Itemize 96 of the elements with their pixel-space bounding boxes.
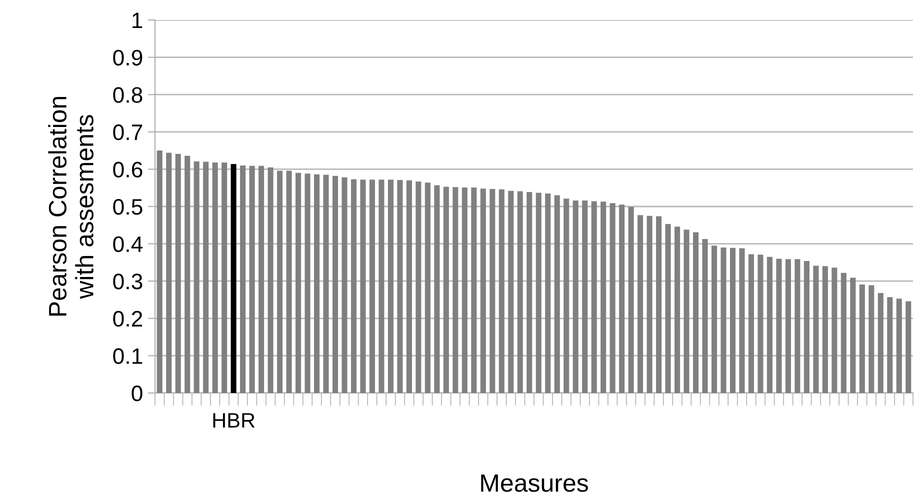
bar — [304, 174, 310, 393]
y-tick-label: 1 — [132, 12, 142, 28]
bar — [296, 172, 302, 393]
bar — [702, 238, 708, 393]
bar — [268, 167, 274, 393]
bar — [517, 191, 523, 393]
y-tick-label: 0.3 — [113, 274, 142, 290]
bar — [887, 297, 893, 393]
bar — [350, 179, 357, 393]
y-tick-label: 0.4 — [113, 236, 143, 252]
bar — [656, 216, 662, 393]
bar — [813, 266, 819, 393]
x-axis-title: Measures — [481, 474, 588, 492]
bar — [397, 180, 403, 393]
bar — [840, 272, 846, 393]
bar — [249, 166, 255, 393]
bar — [591, 201, 597, 393]
bar — [646, 216, 652, 393]
y-tick-label: 0.6 — [113, 162, 142, 178]
bar — [730, 248, 736, 393]
bar — [490, 188, 496, 393]
bar — [832, 268, 838, 393]
bar — [758, 254, 764, 393]
bar — [369, 180, 376, 393]
bar — [906, 301, 912, 393]
bar — [748, 254, 754, 393]
bar — [554, 195, 560, 393]
bar — [194, 161, 200, 393]
bar — [406, 180, 412, 393]
bar — [360, 180, 366, 393]
bar — [572, 200, 578, 393]
bar — [443, 186, 449, 393]
bar — [868, 285, 874, 393]
bar — [776, 258, 782, 393]
bar — [222, 162, 228, 393]
y-tick-label: 0 — [132, 386, 142, 402]
bar — [850, 278, 856, 393]
y-tick-label: 0.8 — [113, 87, 142, 103]
y-tick-label: 0.9 — [113, 50, 142, 66]
bar — [794, 259, 800, 393]
bar — [184, 156, 190, 393]
bar — [628, 206, 634, 393]
bar — [332, 176, 338, 393]
bar — [212, 162, 218, 393]
bar — [498, 189, 504, 393]
bar — [619, 204, 625, 393]
bar — [166, 152, 172, 393]
bar — [277, 170, 283, 393]
bar — [175, 154, 181, 393]
bar — [878, 293, 884, 393]
bar — [462, 187, 468, 393]
bar — [692, 232, 699, 393]
bar — [739, 248, 745, 393]
y-tick-label: 0.5 — [113, 199, 142, 215]
bar — [536, 192, 542, 393]
bar — [230, 164, 236, 393]
bar — [434, 185, 440, 393]
bar — [720, 248, 726, 393]
bar — [156, 150, 162, 393]
bar — [286, 170, 292, 393]
bar — [638, 215, 644, 393]
bar — [822, 266, 828, 393]
bar — [582, 200, 588, 393]
bar — [258, 166, 264, 393]
bar — [674, 226, 680, 393]
bar — [342, 177, 348, 393]
bar — [711, 246, 718, 393]
bar — [378, 180, 384, 393]
bar — [896, 298, 902, 393]
bar — [508, 190, 514, 393]
bar — [471, 187, 477, 393]
bar — [665, 224, 671, 393]
bar — [314, 174, 320, 393]
y-tick-label: 0.7 — [113, 124, 142, 140]
bar — [526, 192, 532, 393]
bar — [203, 162, 209, 393]
bar — [240, 165, 246, 393]
bar — [323, 174, 329, 393]
y-tick-label: 0.1 — [113, 348, 142, 364]
bar — [416, 182, 422, 393]
bar — [610, 203, 616, 393]
bar — [545, 193, 551, 393]
bar — [564, 198, 570, 393]
bar — [424, 182, 430, 393]
bar — [600, 202, 606, 393]
y-axis-title: Pearson Correlation with assesments — [48, 96, 94, 316]
bar — [388, 180, 394, 393]
bar — [452, 187, 458, 393]
x-tick-label: HBR — [213, 413, 255, 428]
bar — [804, 260, 810, 393]
bar — [684, 230, 690, 393]
y-tick-label: 0.2 — [113, 310, 142, 327]
bar — [785, 259, 791, 393]
bar — [480, 188, 486, 393]
bar — [859, 284, 865, 393]
bar — [766, 256, 772, 393]
